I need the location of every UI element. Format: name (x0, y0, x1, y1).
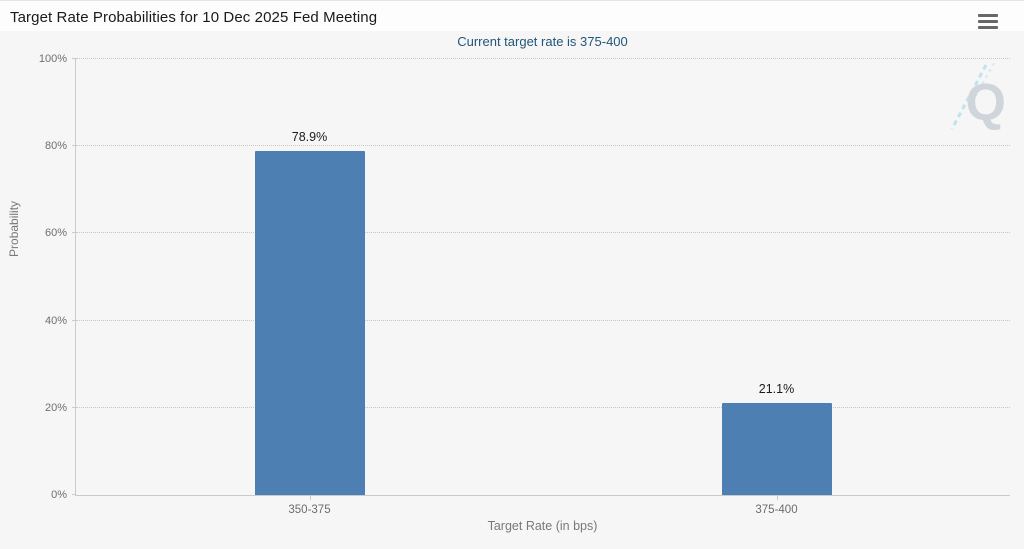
y-tick-mark (72, 58, 76, 59)
y-tick-label: 100% (38, 53, 67, 65)
gridline-60% (76, 232, 1010, 234)
chart-title: Target Rate Probabilities for 10 Dec 202… (10, 9, 378, 26)
x-tick-label-375-400: 375-400 (755, 504, 798, 516)
hamburger-menu-icon (978, 26, 998, 29)
x-axis-title: Target Rate (in bps) (487, 519, 598, 533)
bar-value-label-375-400: 21.1% (758, 382, 795, 397)
hamburger-menu-icon (978, 14, 998, 17)
bar-375-400[interactable] (721, 403, 832, 495)
y-tick-mark (72, 232, 76, 234)
y-tick-label: 0% (51, 489, 67, 501)
y-tick-mark (72, 319, 76, 321)
y-tick-label: 40% (44, 314, 67, 327)
gridline-100% (76, 58, 1010, 59)
gridline-20% (76, 406, 1010, 408)
y-tick-label: 60% (44, 227, 67, 240)
chart-menu-button[interactable] (978, 14, 998, 29)
gridline-40% (76, 319, 1010, 321)
y-tick-mark (72, 494, 76, 495)
bar-value-label-350-375: 78.9% (291, 130, 328, 144)
hamburger-menu-icon (978, 20, 998, 23)
plot-area: 0% 20% 40% 60% 80% 100% 78.9% 350-375 21.1% 375-4… (39, 53, 1010, 516)
x-tick-label-350-375: 350-375 (288, 504, 331, 516)
x-tick-mark (776, 495, 778, 500)
y-axis-title: Probability (7, 200, 21, 257)
chart-subtitle: Current target rate is 375-400 (457, 34, 628, 49)
x-tick-mark (309, 495, 311, 500)
y-tick-mark (72, 406, 76, 408)
chart-header: Target Rate Probabilities for 10 Dec 202… (0, 1, 1024, 31)
y-tick-mark (72, 145, 76, 147)
y-tick-label: 20% (44, 401, 67, 414)
y-tick-label: 80% (44, 140, 67, 153)
bar-350-375[interactable] (254, 151, 365, 495)
gridline-80% (76, 145, 1010, 147)
